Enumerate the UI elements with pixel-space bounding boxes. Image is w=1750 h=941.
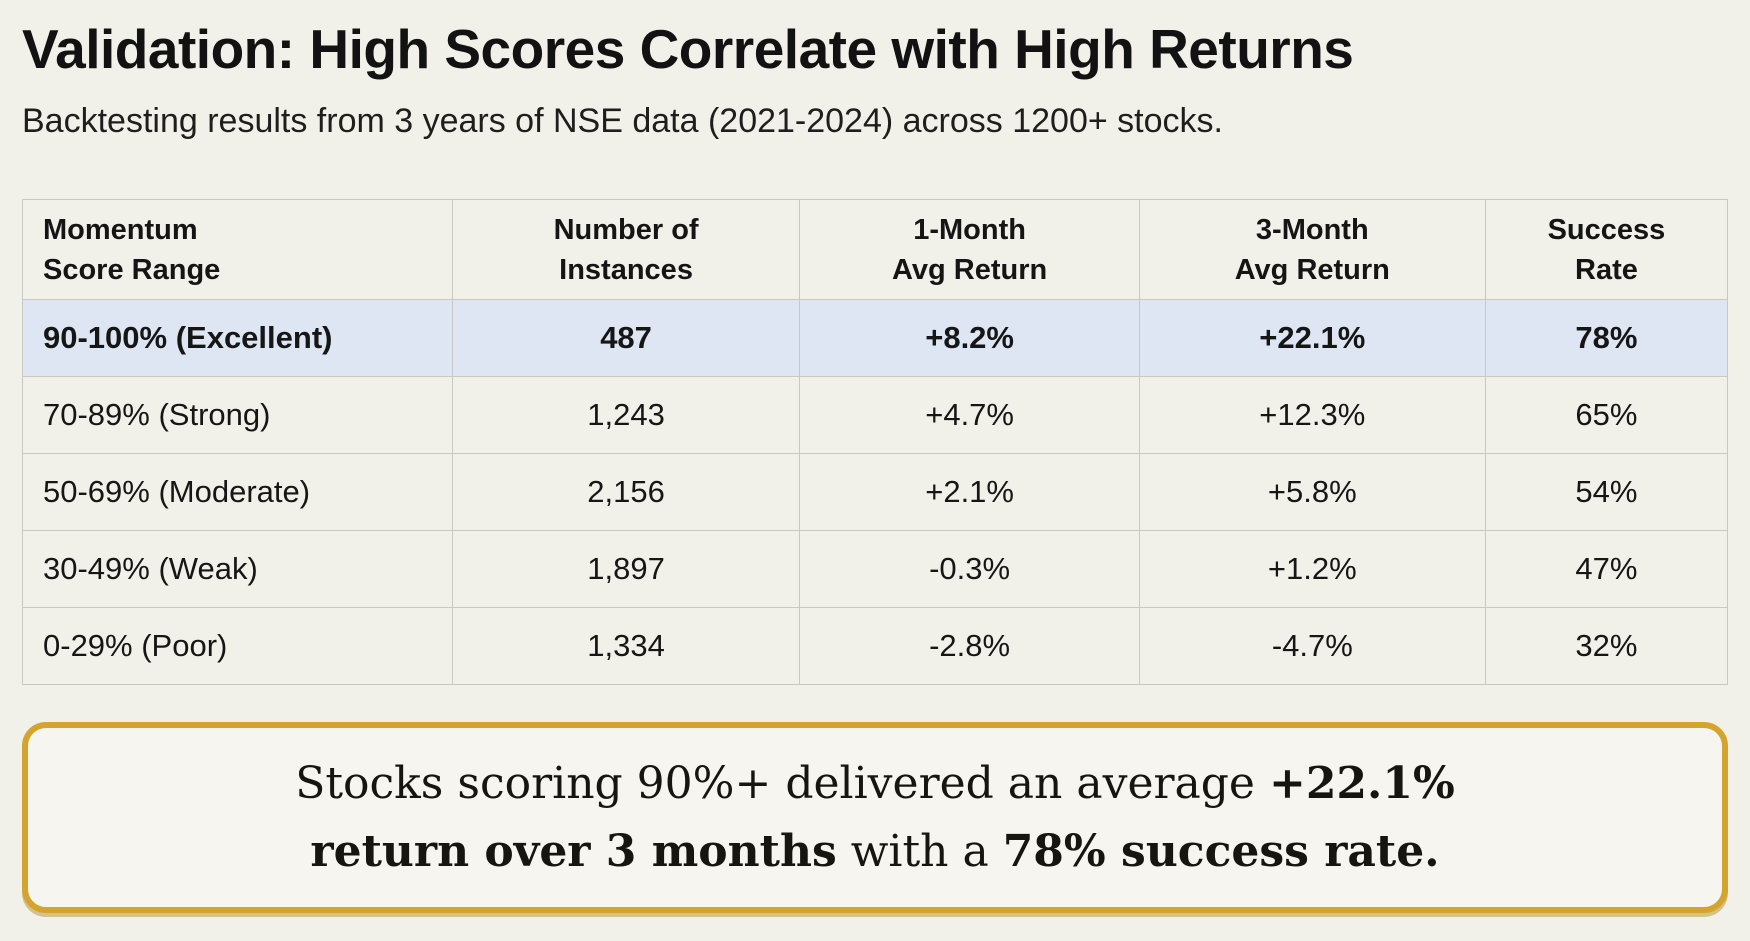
column-header-1-month-return: 1-Month Avg Return	[799, 199, 1140, 301]
table-row-strong: 70-89% (Strong) 1,243 +4.7% +12.3% 65%	[22, 376, 1729, 455]
cell-3-month-return: +1.2%	[1138, 530, 1486, 609]
column-header-instances: Number of Instances	[451, 199, 801, 301]
cell-1-month-return: -2.8%	[799, 607, 1140, 686]
cell-instances: 1,334	[451, 607, 801, 686]
callout-highlight-return: +22.1%	[1268, 757, 1455, 809]
cell-score-range: 0-29% (Poor)	[22, 607, 453, 686]
callout-highlight-period: return over 3 months	[310, 825, 837, 877]
cell-success-rate: 65%	[1484, 376, 1729, 455]
cell-success-rate: 78%	[1484, 299, 1729, 378]
callout-line-1: Stocks scoring 90%+ delivered an average…	[295, 750, 1455, 818]
callout-text: with a	[836, 825, 1003, 877]
table-header-row: Momentum Score Range Number of Instances…	[22, 199, 1729, 301]
cell-instances: 1,243	[451, 376, 801, 455]
cell-instances: 1,897	[451, 530, 801, 609]
cell-success-rate: 32%	[1484, 607, 1729, 686]
column-header-success-rate: Success Rate	[1484, 199, 1729, 301]
callout-highlight-success: 78% success rate.	[1002, 825, 1440, 877]
cell-score-range: 90-100% (Excellent)	[22, 299, 453, 378]
cell-1-month-return: +2.1%	[799, 453, 1140, 532]
cell-success-rate: 47%	[1484, 530, 1729, 609]
cell-score-range: 30-49% (Weak)	[22, 530, 453, 609]
cell-3-month-return: +22.1%	[1138, 299, 1486, 378]
cell-3-month-return: +5.8%	[1138, 453, 1486, 532]
cell-score-range: 50-69% (Moderate)	[22, 453, 453, 532]
cell-1-month-return: +4.7%	[799, 376, 1140, 455]
cell-1-month-return: +8.2%	[799, 299, 1140, 378]
cell-instances: 487	[451, 299, 801, 378]
column-header-score-range: Momentum Score Range	[22, 199, 453, 301]
table-row-excellent: 90-100% (Excellent) 487 +8.2% +22.1% 78%	[22, 299, 1729, 378]
callout-line-2: return over 3 months with a 78% success …	[310, 818, 1439, 886]
table-row-weak: 30-49% (Weak) 1,897 -0.3% +1.2% 47%	[22, 530, 1729, 609]
table-row-moderate: 50-69% (Moderate) 2,156 +2.1% +5.8% 54%	[22, 453, 1729, 532]
cell-score-range: 70-89% (Strong)	[22, 376, 453, 455]
table-row-poor: 0-29% (Poor) 1,334 -2.8% -4.7% 32%	[22, 607, 1729, 686]
page-subtitle: Backtesting results from 3 years of NSE …	[22, 102, 1223, 141]
key-finding-callout: Stocks scoring 90%+ delivered an average…	[22, 722, 1728, 914]
cell-1-month-return: -0.3%	[799, 530, 1140, 609]
column-header-3-month-return: 3-Month Avg Return	[1138, 199, 1486, 301]
callout-text: Stocks scoring 90%+ delivered an average	[295, 757, 1269, 809]
cell-3-month-return: -4.7%	[1138, 607, 1486, 686]
cell-success-rate: 54%	[1484, 453, 1729, 532]
cell-3-month-return: +12.3%	[1138, 376, 1486, 455]
validation-table: Momentum Score Range Number of Instances…	[22, 199, 1729, 686]
cell-instances: 2,156	[451, 453, 801, 532]
page-title: Validation: High Scores Correlate with H…	[22, 18, 1354, 80]
